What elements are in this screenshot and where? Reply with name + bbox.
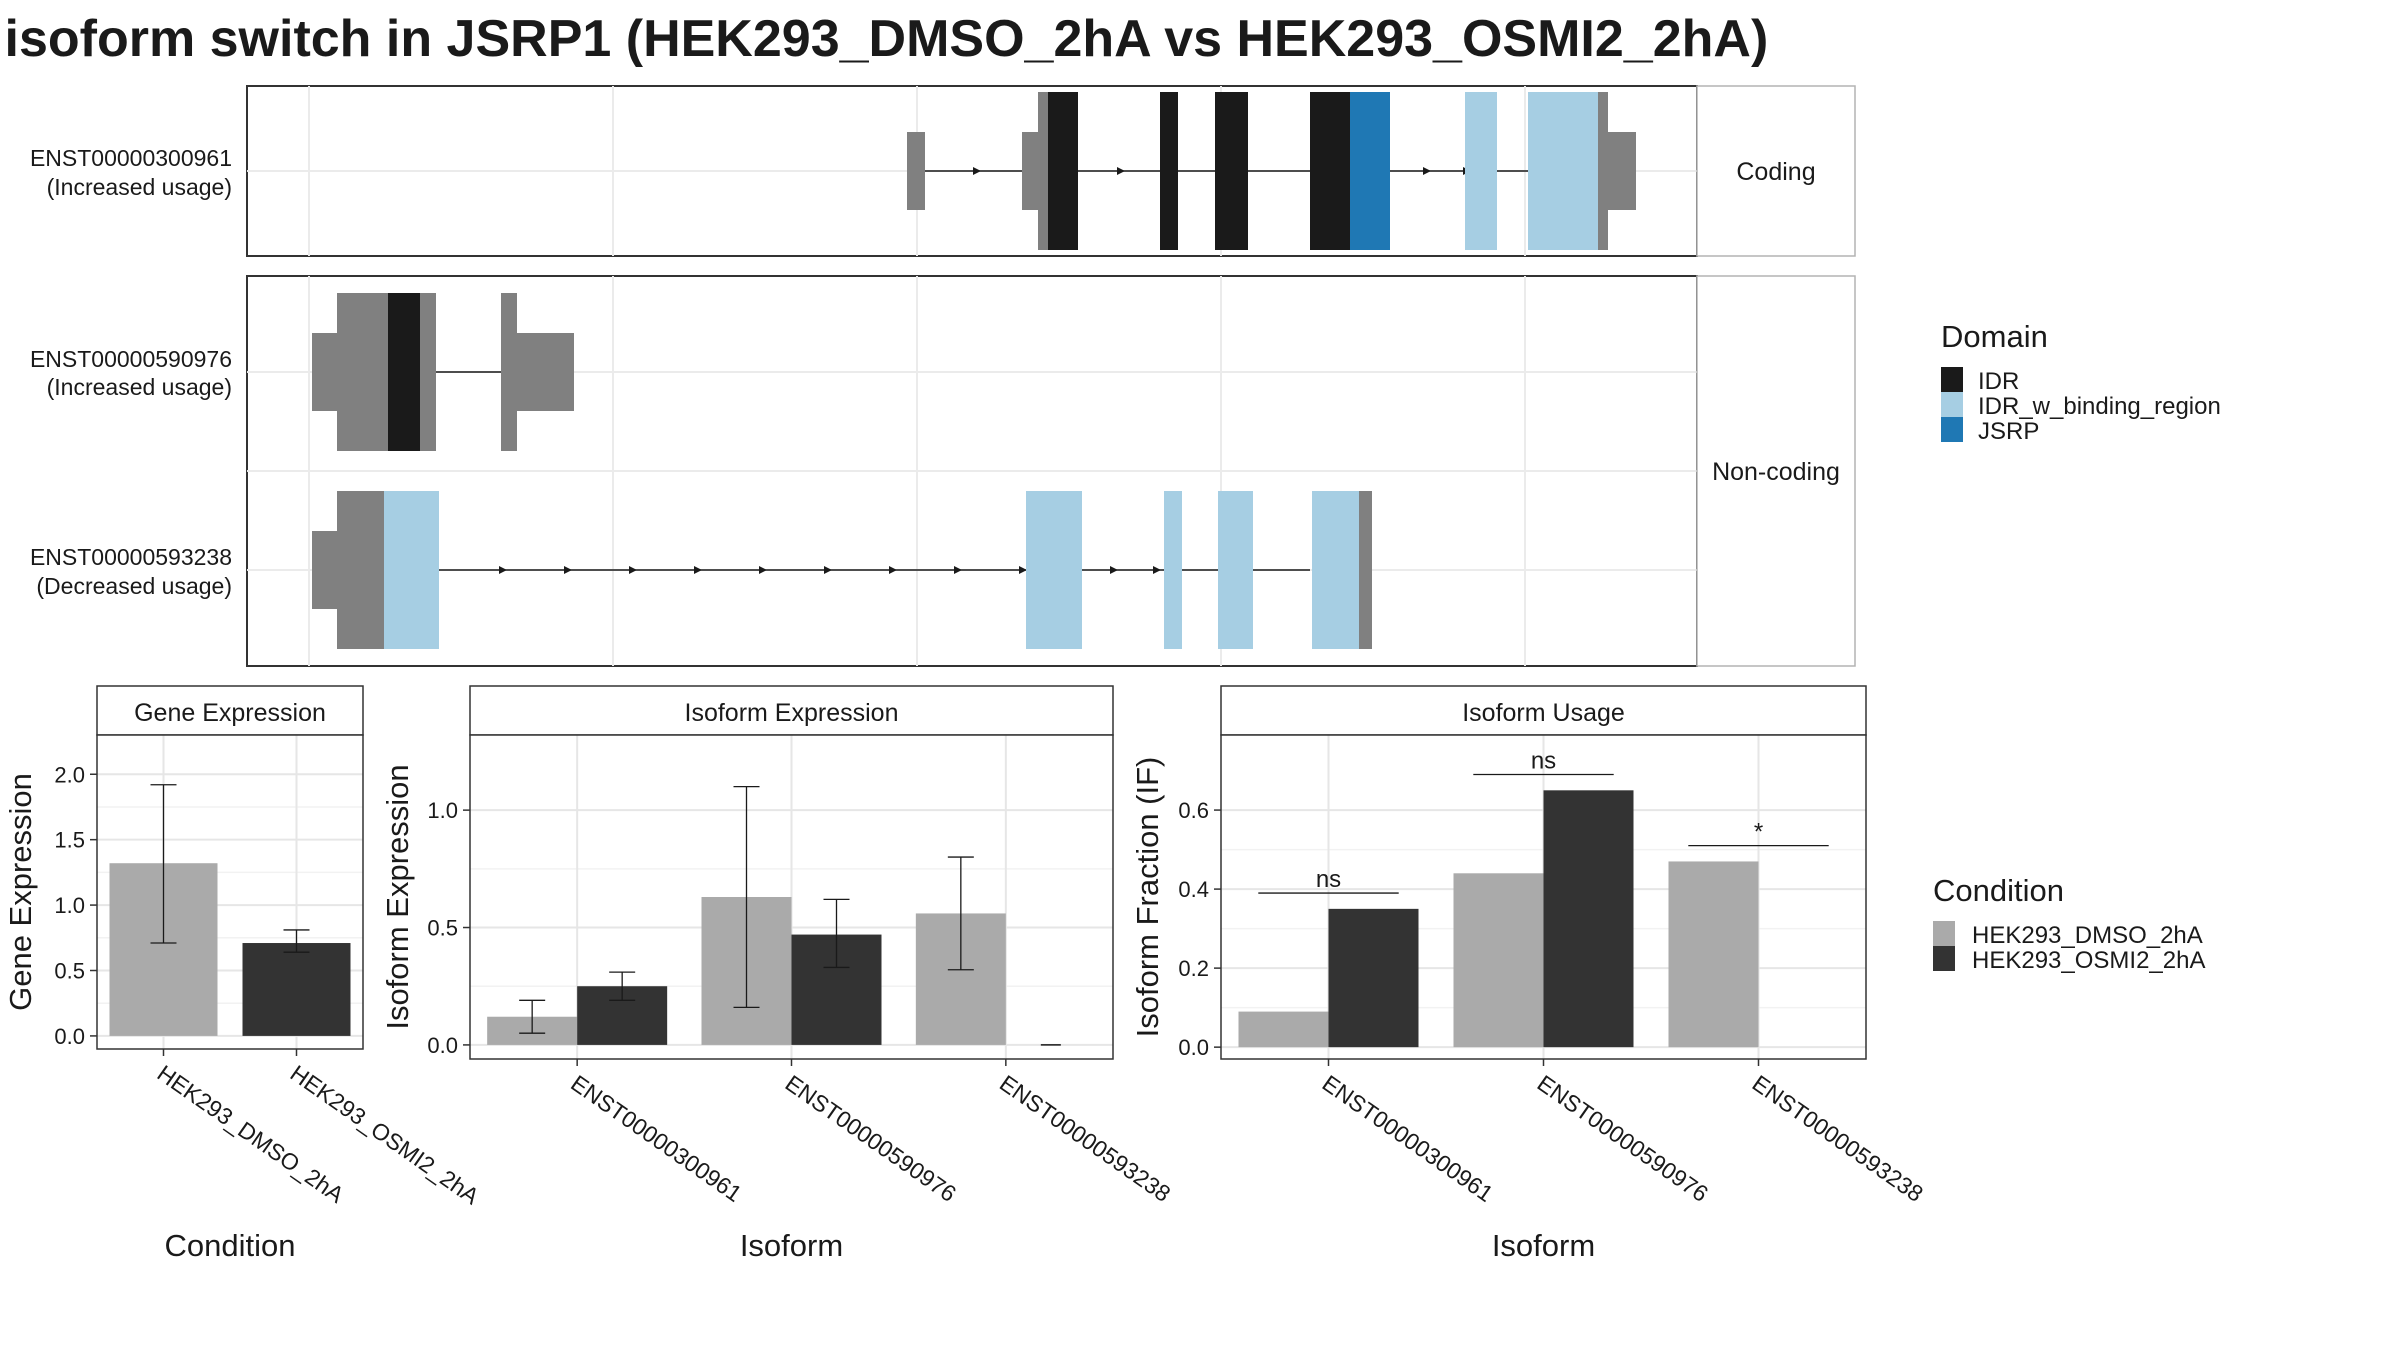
y-tick-label: 0.5 <box>427 916 458 941</box>
x-axis-title: Isoform <box>740 1228 843 1263</box>
y-tick-label: 1.5 <box>54 828 85 853</box>
domain-legend-title: Domain <box>1941 319 2048 354</box>
y-tick-label: 0.4 <box>1178 877 1209 902</box>
facet-strip-label: Gene Expression <box>134 699 326 727</box>
legend-swatch-osmi2 <box>1933 946 1955 971</box>
isoform-usage-2: (Increased usage) <box>47 374 232 400</box>
isoform-usage-1: (Increased usage) <box>47 174 232 200</box>
facet-strip <box>1220 685 1867 736</box>
bar-HEK293_DMSO_2hA-ENST00000300961 <box>1238 1011 1329 1048</box>
facet-label-coding: Coding <box>1736 158 1815 186</box>
structure-coding-panel: Coding <box>246 85 1856 257</box>
bar-HEK293_OSMI2_2hA <box>242 943 351 1036</box>
isoform-label-1: ENST00000300961 <box>30 145 232 171</box>
x-tick-label: ENST00000590976 <box>781 1070 961 1207</box>
domain-legend: Domain IDR IDR_w_binding_region JSRP <box>1941 319 2221 445</box>
plot-border <box>96 734 364 1050</box>
facet-label-noncoding: Non-coding <box>1712 458 1840 486</box>
y-tick-label: 1.0 <box>427 798 458 823</box>
facet-strip <box>469 685 1114 736</box>
x-axis-title: Condition <box>165 1228 296 1263</box>
significance-label: ns <box>1531 748 1556 775</box>
legend-label-idr: IDR <box>1978 368 2019 395</box>
y-tick-label: 1.0 <box>54 893 85 918</box>
y-tick-label: 0.0 <box>427 1033 458 1058</box>
isoform-labels: ENST00000300961 (Increased usage) ENST00… <box>30 145 232 599</box>
x-axis-title: Isoform <box>1492 1228 1595 1263</box>
y-tick-label: 0.0 <box>1178 1035 1209 1060</box>
isoform-usage-3: (Decreased usage) <box>36 573 232 599</box>
y-axis-title: Gene Expression <box>3 773 38 1011</box>
y-tick-label: 0.6 <box>1178 798 1209 823</box>
bar-HEK293_DMSO_2hA-ENST00000593238 <box>1668 861 1759 1048</box>
bar-HEK293_OSMI2_2hA-ENST00000300961 <box>1328 908 1419 1048</box>
condition-legend: Condition HEK293_DMSO_2hA HEK293_OSMI2_2… <box>1933 873 2205 974</box>
facet-strip-label: Isoform Usage <box>1462 699 1625 727</box>
y-axis-title: Isoform Expression <box>380 764 415 1029</box>
gene-expression-chart: Gene Expression0.00.51.01.52.0HEK293_DMS… <box>3 685 484 1263</box>
significance-label: * <box>1754 819 1763 846</box>
legend-label-dmso: HEK293_DMSO_2hA <box>1972 922 2203 949</box>
legend-swatch-idr-binding <box>1941 392 1963 417</box>
legend-label-jsrp: JSRP <box>1978 418 2039 445</box>
x-tick-label: ENST00000593238 <box>1748 1070 1928 1207</box>
legend-label-idr-binding: IDR_w_binding_region <box>1978 393 2221 420</box>
isoform-usage-chart: Isoform Usage ns ns * 0.0 0.2 0.4 0.6 ENST000003… <box>1130 685 1928 1263</box>
facet-strip-label: Isoform Expression <box>685 699 899 727</box>
y-tick-label: 2.0 <box>54 762 85 787</box>
isoform-expression-chart: Isoform Expression 0.0 0.5 1.0 ENST000003009… <box>380 685 1175 1263</box>
y-axis-title: Isoform Fraction (IF) <box>1130 757 1165 1038</box>
facet-strip <box>96 685 364 736</box>
x-tick-label: ENST00000300961 <box>1318 1070 1498 1207</box>
facet-strip-noncoding <box>1696 275 1856 667</box>
legend-swatch-jsrp <box>1941 417 1963 442</box>
bar-HEK293_DMSO_2hA-ENST00000590976 <box>1453 873 1544 1048</box>
y-tick-label: 0.2 <box>1178 956 1209 981</box>
bar-HEK293_OSMI2_2hA-ENST00000590976 <box>1543 790 1634 1048</box>
legend-swatch-idr <box>1941 367 1963 392</box>
facet-strip-coding <box>1696 85 1856 257</box>
x-tick-label: ENST00000590976 <box>1533 1070 1713 1207</box>
condition-legend-title: Condition <box>1933 873 2064 908</box>
isoform-label-2: ENST00000590976 <box>30 346 232 372</box>
figure-title: Gene isoform switch in JSRP1 (HEK293_DMS… <box>0 10 1768 68</box>
y-tick-label: 0.5 <box>54 959 85 984</box>
significance-label: ns <box>1316 866 1341 893</box>
legend-label-osmi2: HEK293_OSMI2_2hA <box>1972 947 2205 974</box>
legend-swatch-dmso <box>1933 921 1955 946</box>
structure-noncoding-panel: Non-coding <box>246 275 1856 667</box>
isoform-label-3: ENST00000593238 <box>30 544 232 570</box>
x-tick-label: ENST00000300961 <box>566 1070 746 1207</box>
y-tick-label: 0.0 <box>54 1024 85 1049</box>
x-tick-label: ENST00000593238 <box>995 1070 1175 1207</box>
